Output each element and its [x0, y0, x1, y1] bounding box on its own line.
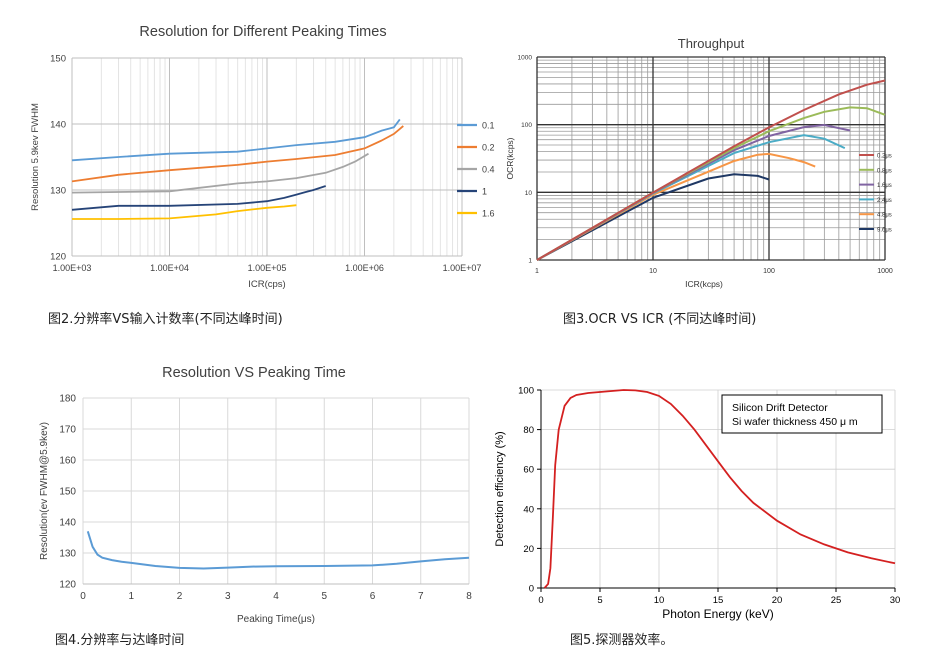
series-line-4.8μs	[536, 152, 816, 261]
y-tick-label: 170	[59, 425, 76, 436]
series-line-efficiency	[543, 389, 896, 589]
y-tick-label: 10	[525, 190, 533, 197]
series-line-2.4μs	[536, 134, 846, 261]
x-tick-label: 25	[831, 595, 842, 606]
series-line-resolution	[86, 531, 470, 570]
y-axis-label: Resolution(ev FWHM@5.9kev)	[39, 422, 50, 560]
x-axis-label: Photon Energy (keV)	[662, 607, 773, 621]
chart-resolution-icr: Resolution for Different Peaking Times 1.…	[30, 24, 495, 290]
y-tick-label: 160	[59, 456, 76, 467]
y-tick-label: 100	[521, 122, 532, 129]
series-line-1	[71, 185, 326, 211]
x-axis-label: Peaking Time(μs)	[237, 614, 315, 625]
series-line-0.4	[71, 152, 369, 194]
x-tick-label: 8	[466, 591, 472, 602]
legend-label-1: 1	[482, 187, 487, 197]
y-tick-label: 0	[529, 584, 534, 595]
annotation-line: Silicon Drift Detector	[732, 402, 828, 414]
y-tick-label: 130	[59, 549, 76, 560]
chart-title: Resolution VS Peaking Time	[162, 365, 346, 381]
chart-panel-throughput: Throughput 1 10 100 1000 1 10 100 1000 ICR(kcps) O…	[499, 29, 901, 305]
x-tick-label: 1	[535, 268, 539, 275]
x-tick-label: 1.00E+04	[150, 263, 189, 273]
y-tick-label: 120	[59, 580, 76, 591]
legend-label-4.8μs: 4.8μs	[877, 213, 892, 219]
chart-panel-detection-efficiency: 0 5 10 15 20 25 30 0 20 40 60 80 100 Photon Energy (k…	[483, 378, 908, 623]
series-line-0.2μs	[536, 79, 886, 261]
y-tick-label: 150	[50, 54, 66, 65]
x-tick-label: 1000	[877, 268, 893, 275]
x-tick-label: 1.00E+03	[53, 263, 92, 273]
y-tick-label: 150	[59, 487, 76, 498]
x-tick-label: 30	[890, 595, 901, 606]
x-tick-label: 6	[370, 591, 376, 602]
x-tick-label: 1.00E+07	[443, 263, 482, 273]
x-tick-label: 15	[713, 595, 724, 606]
chart-detection-efficiency: 0 5 10 15 20 25 30 0 20 40 60 80 100 Photon Energy (k…	[494, 386, 901, 622]
y-axis-label: Detection efficiency (%)	[494, 431, 506, 546]
x-tick-label: 4	[273, 591, 279, 602]
series-line-9.6μs	[536, 173, 770, 261]
x-tick-label: 5	[321, 591, 327, 602]
y-tick-label: 60	[523, 465, 534, 476]
legend-label-2.4μs: 2.4μs	[877, 198, 892, 204]
x-tick-label: 2	[177, 591, 183, 602]
y-tick-label: 100	[518, 386, 534, 397]
chart-throughput: Throughput 1 10 100 1000 1 10 100 1000 ICR(kcps) O…	[505, 36, 893, 289]
y-tick-label: 180	[59, 394, 76, 405]
x-axis-label: ICR(kcps)	[685, 279, 723, 289]
x-tick-label: 3	[225, 591, 231, 602]
series-line-0.8μs	[536, 106, 886, 261]
x-tick-label: 0	[538, 595, 543, 606]
series-line-0.2	[71, 125, 404, 183]
y-tick-label: 1000	[518, 55, 533, 62]
legend-label-1.6: 1.6	[482, 209, 495, 219]
legend-label-1.6μs: 1.6μs	[877, 183, 892, 189]
legend-label-0.4: 0.4	[482, 165, 495, 175]
legend-label-0.2μs: 0.2μs	[877, 154, 892, 160]
x-tick-label: 20	[772, 595, 783, 606]
series-line-1.6	[72, 204, 297, 220]
annotation-line: Si wafer thickness 450 μ m	[732, 416, 858, 428]
legend-label-0.2: 0.2	[482, 143, 495, 153]
caption-figure-2: 图2.分辨率VS输入计数率(不同达峰时间)	[48, 312, 283, 327]
caption-figure-3: 图3.OCR VS ICR (不同达峰时间)	[563, 312, 757, 327]
chart-panel-resolution-icr: Resolution for Different Peaking Times 1.…	[30, 8, 497, 305]
y-tick-label: 20	[523, 544, 534, 555]
x-tick-label: 10	[649, 268, 657, 275]
caption-figure-4: 图4.分辨率与达峰时间	[55, 633, 185, 648]
y-tick-label: 80	[523, 425, 534, 436]
x-tick-label: 1	[128, 591, 134, 602]
x-tick-label: 100	[763, 268, 775, 275]
y-tick-label: 140	[59, 518, 76, 529]
y-tick-label: 40	[523, 504, 534, 515]
legend-label-0.8μs: 0.8μs	[877, 168, 892, 174]
x-axis-label: ICR(cps)	[248, 279, 285, 290]
legend-label-0.1: 0.1	[482, 121, 495, 131]
chart-title: Throughput	[678, 36, 745, 51]
chart-title: Resolution for Different Peaking Times	[139, 24, 386, 40]
x-tick-label: 5	[597, 595, 602, 606]
y-axis-label: Resolution 5.9kev FWHM	[30, 103, 41, 211]
y-tick-label: 1	[528, 258, 532, 265]
x-tick-label: 1.00E+05	[248, 263, 287, 273]
x-tick-label: 1.00E+06	[345, 263, 384, 273]
x-tick-label: 7	[418, 591, 424, 602]
x-tick-label: 0	[80, 591, 86, 602]
caption-figure-5: 图5.探测器效率。	[570, 633, 674, 648]
y-tick-label: 140	[50, 120, 66, 131]
y-tick-label: 130	[50, 186, 66, 197]
y-axis-label: OCR(kcps)	[505, 137, 515, 179]
legend-label-9.6μs: 9.6μs	[877, 228, 892, 234]
chart-panel-resolution-peaking: Resolution VS Peaking Time 0 1 2 3 4 5 6 7 8 120 13…	[30, 355, 480, 630]
x-tick-label: 10	[654, 595, 665, 606]
chart-resolution-peaking: Resolution VS Peaking Time 0 1 2 3 4 5 6 7 8 120 13…	[39, 365, 472, 625]
series-line-0.1	[71, 118, 401, 162]
annotation-box	[721, 394, 883, 434]
y-tick-label: 120	[50, 252, 66, 263]
